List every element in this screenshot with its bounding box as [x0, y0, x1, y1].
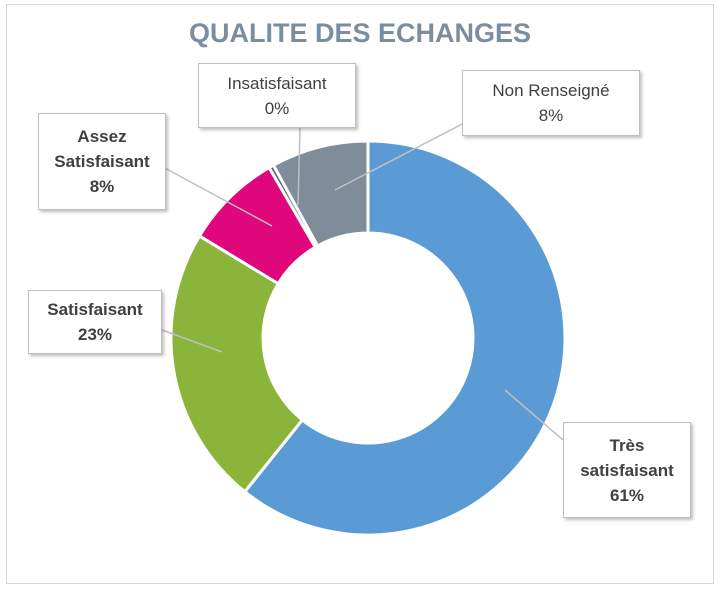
- data-callout: Insatisfaisant 0%: [198, 63, 356, 128]
- donut-slice: [242, 139, 567, 537]
- data-callout: Satisfaisant 23%: [28, 290, 162, 354]
- chart-frame: [6, 4, 714, 584]
- leader-line: [334, 119, 471, 191]
- callout-value: 23%: [77, 325, 113, 344]
- callout-value: 0%: [264, 98, 290, 118]
- leader-line: [149, 159, 273, 227]
- donut-slice: [169, 233, 305, 494]
- leader-line: [504, 389, 564, 441]
- leader-line: [297, 127, 301, 206]
- data-callout: Non Renseigné 8%: [462, 70, 640, 136]
- callout-category: Assez Satisfaisant: [54, 127, 150, 171]
- callout-value: 8%: [538, 106, 564, 125]
- callout-value: 8%: [89, 177, 115, 196]
- callout-value: 61%: [609, 485, 645, 505]
- leader-line: [161, 329, 223, 353]
- callout-category: Insatisfaisant: [227, 73, 327, 93]
- callout-category: Non Renseigné: [492, 81, 610, 100]
- data-callout: Assez Satisfaisant 8%: [38, 113, 166, 210]
- callout-category: Très satisfaisant: [580, 435, 674, 480]
- chart-title: QUALITE DES ECHANGES: [188, 18, 532, 48]
- data-callout: Très satisfaisant 61%: [563, 422, 691, 518]
- callout-category: Satisfaisant: [47, 300, 143, 319]
